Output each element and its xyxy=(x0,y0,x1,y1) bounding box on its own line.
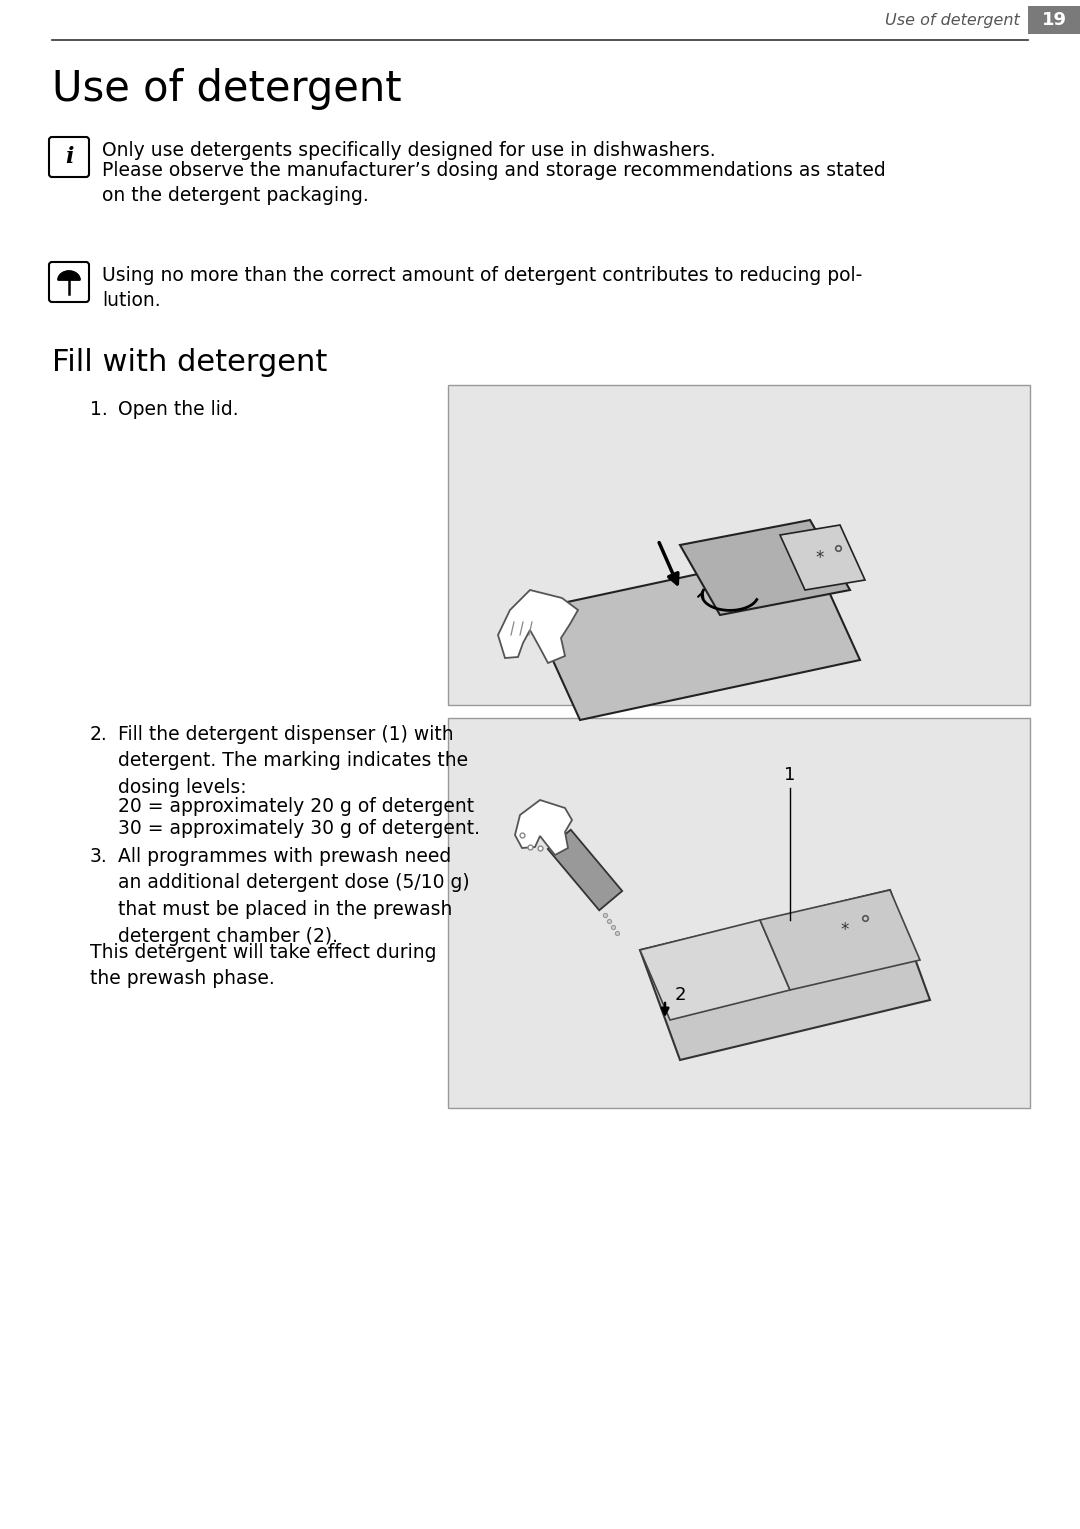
Polygon shape xyxy=(530,550,860,720)
Text: i: i xyxy=(65,145,73,168)
Text: Please observe the manufacturer’s dosing and storage recommendations as stated
o: Please observe the manufacturer’s dosing… xyxy=(102,161,886,205)
Text: Using no more than the correct amount of detergent contributes to reducing pol-
: Using no more than the correct amount of… xyxy=(102,266,862,310)
Polygon shape xyxy=(640,920,789,1020)
Text: 30 = approximately 30 g of detergent.: 30 = approximately 30 g of detergent. xyxy=(118,820,480,838)
FancyBboxPatch shape xyxy=(49,138,89,177)
Text: Fill the detergent dispenser (1) with
detergent. The marking indicates the
dosin: Fill the detergent dispenser (1) with de… xyxy=(118,725,468,797)
Text: 1.: 1. xyxy=(90,401,108,419)
Polygon shape xyxy=(58,271,80,280)
Text: 20 = approximately 20 g of detergent: 20 = approximately 20 g of detergent xyxy=(118,797,474,816)
Text: Fill with detergent: Fill with detergent xyxy=(52,349,327,378)
Bar xyxy=(1028,6,1080,34)
Text: *: * xyxy=(815,549,824,567)
Polygon shape xyxy=(680,520,850,615)
Text: Use of detergent: Use of detergent xyxy=(886,12,1020,28)
Polygon shape xyxy=(548,830,622,910)
Bar xyxy=(448,385,1030,705)
Text: This detergent will take effect during
the prewash phase.: This detergent will take effect during t… xyxy=(90,943,436,989)
Polygon shape xyxy=(780,524,865,590)
Polygon shape xyxy=(58,271,80,280)
Text: Open the lid.: Open the lid. xyxy=(118,401,239,419)
Text: 19: 19 xyxy=(1041,11,1067,29)
Text: 2: 2 xyxy=(674,986,686,1005)
Polygon shape xyxy=(760,890,920,989)
Text: 1: 1 xyxy=(784,766,796,784)
Polygon shape xyxy=(640,890,930,1060)
Text: Use of detergent: Use of detergent xyxy=(52,67,402,110)
Text: *: * xyxy=(841,920,849,939)
Polygon shape xyxy=(515,800,572,855)
Text: 3.: 3. xyxy=(90,847,108,865)
Text: All programmes with prewash need
an additional detergent dose (5/10 g)
that must: All programmes with prewash need an addi… xyxy=(118,847,470,945)
Text: 2.: 2. xyxy=(90,725,108,745)
FancyBboxPatch shape xyxy=(49,261,89,303)
Bar xyxy=(448,719,1030,1109)
Text: Only use detergents specifically designed for use in dishwashers.: Only use detergents specifically designe… xyxy=(102,141,716,161)
Polygon shape xyxy=(498,590,578,664)
